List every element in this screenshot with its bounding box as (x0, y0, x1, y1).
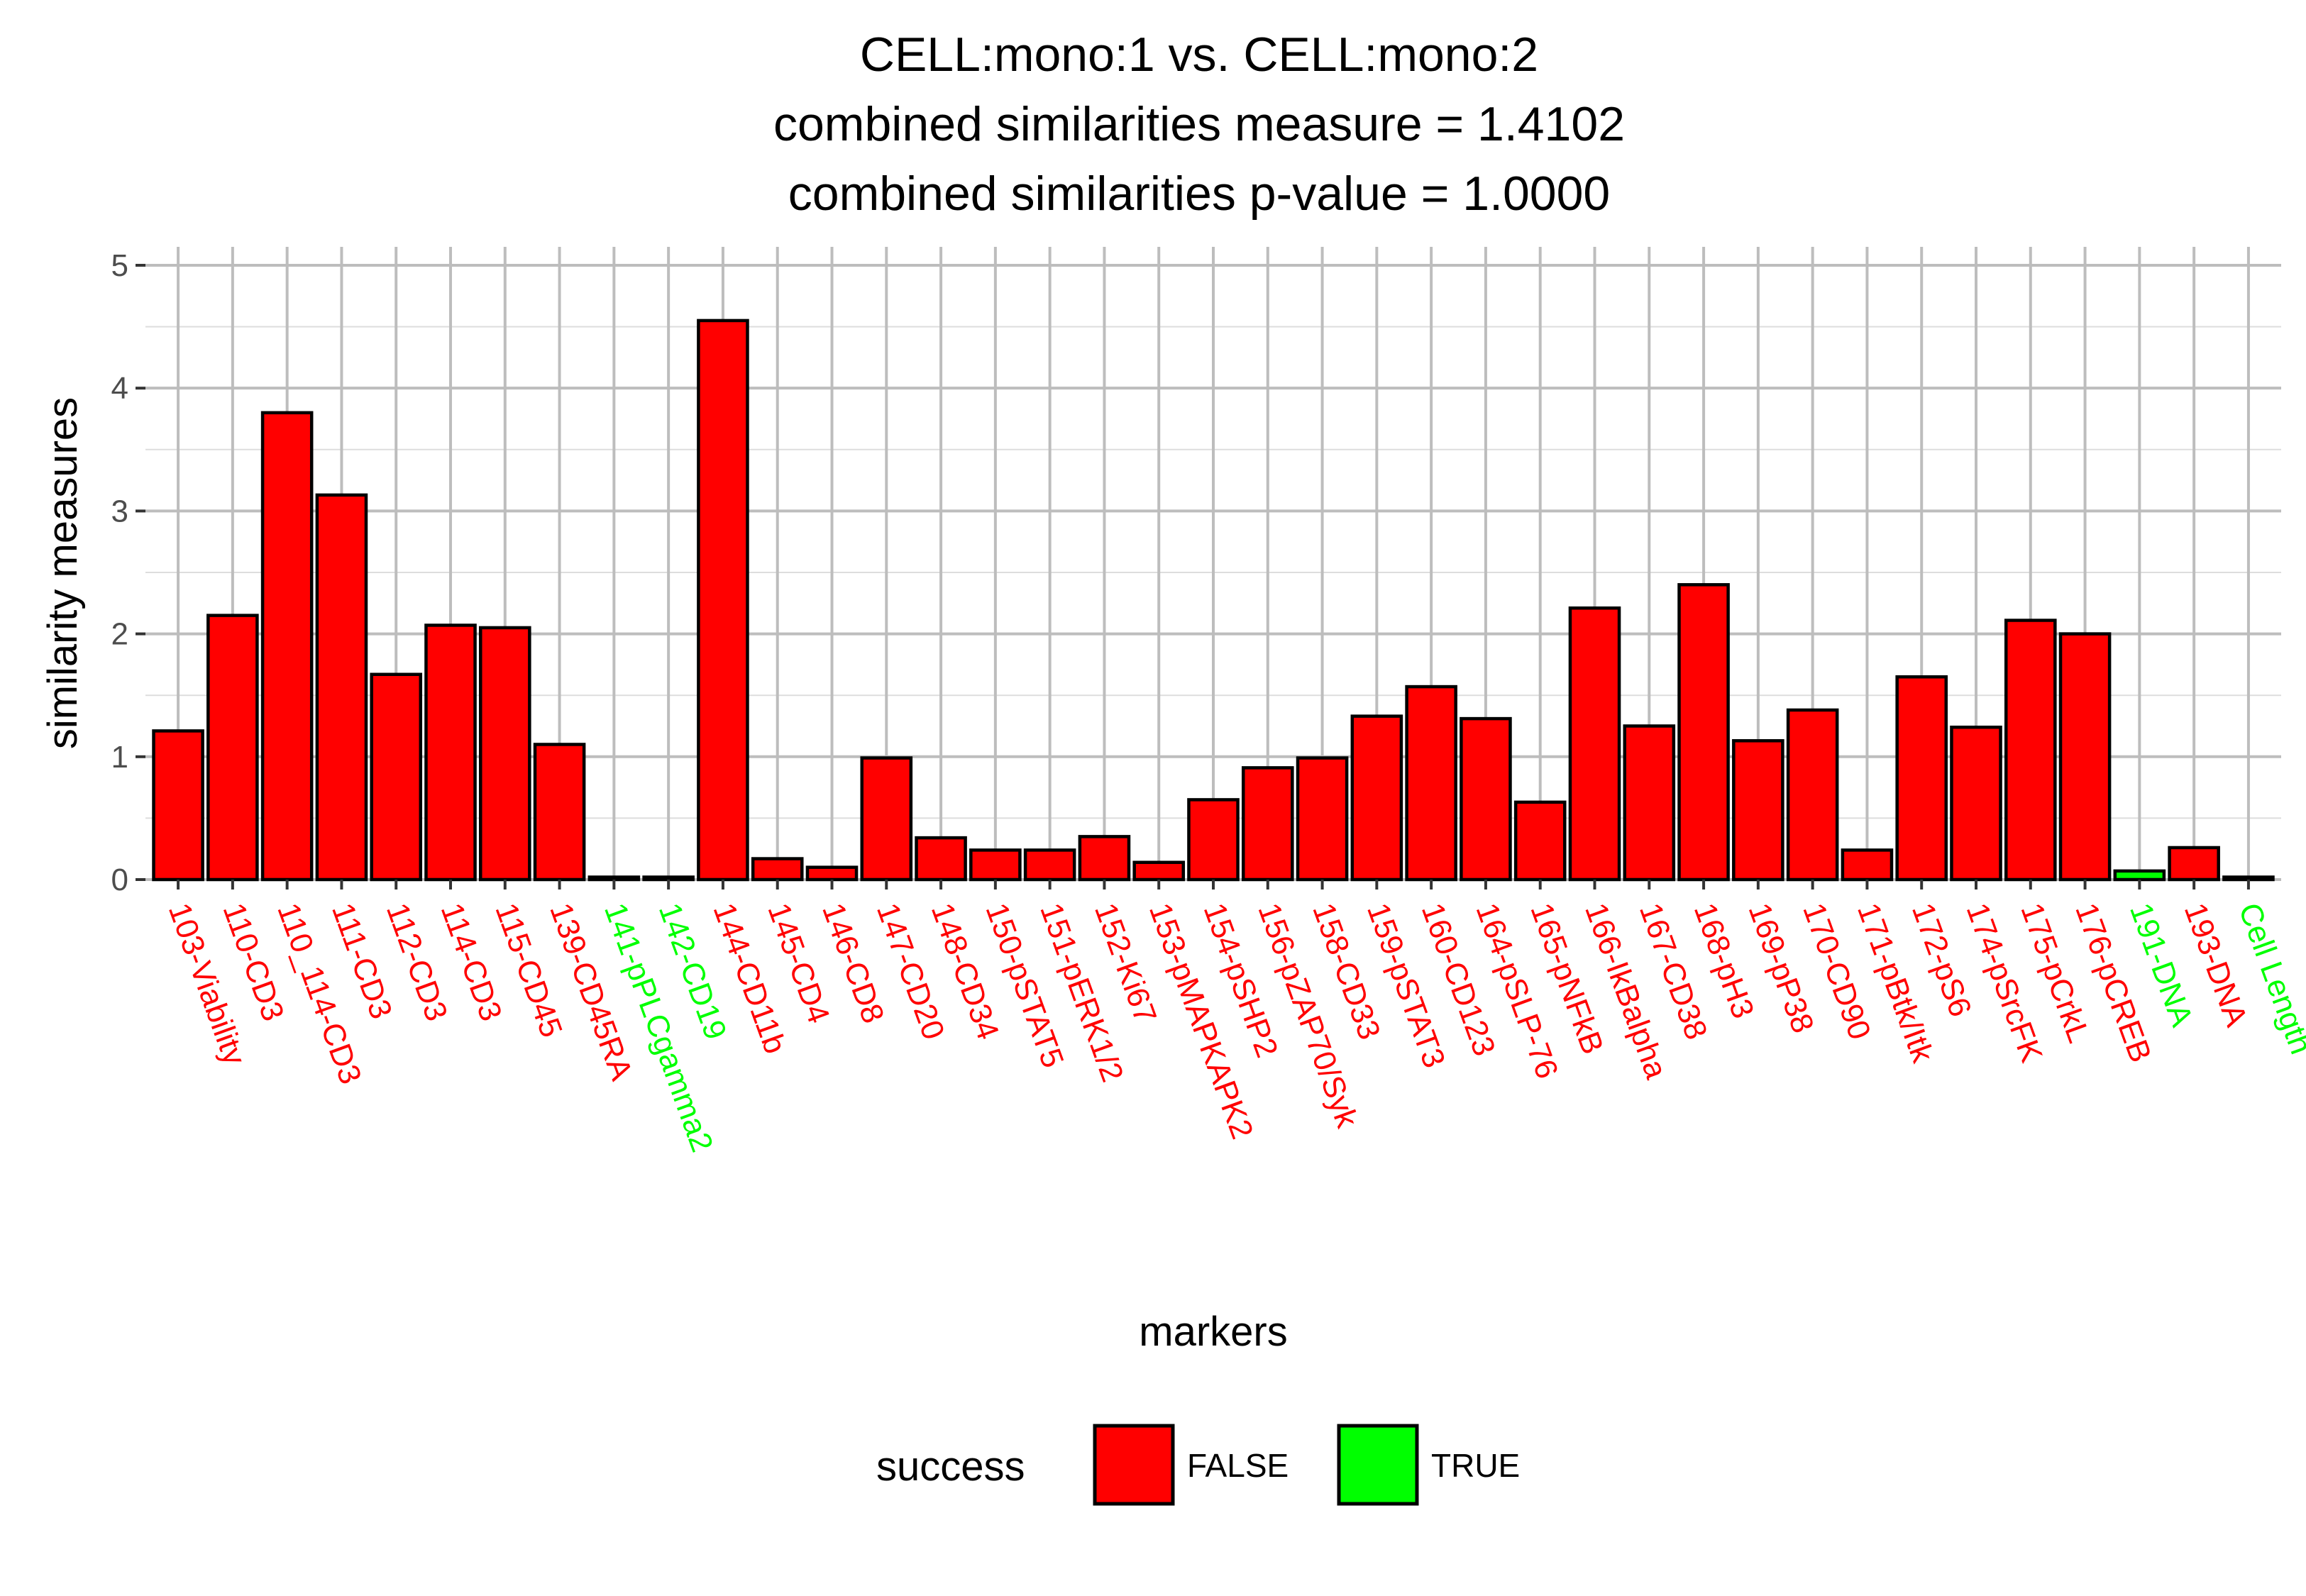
y-tick-label: 0 (111, 863, 128, 897)
bar-17 (1023, 848, 1076, 882)
bar-26 (1513, 800, 1567, 882)
y-axis-title: similarity measures (40, 397, 86, 749)
bar-7 (478, 626, 531, 882)
bar-3 (260, 411, 314, 882)
chart-title: CELL:mono:1 vs. CELL:mono:2 combined sim… (773, 28, 1625, 221)
bar-28 (1623, 724, 1676, 882)
bar-22 (1296, 756, 1349, 882)
bar-24 (1405, 685, 1457, 882)
bar-21 (1241, 766, 1294, 882)
y-tick-label: 1 (111, 740, 128, 775)
bar-8 (533, 743, 586, 882)
chart-title-line-1: CELL:mono:1 vs. CELL:mono:2 (860, 28, 1538, 82)
bar-12 (751, 857, 804, 882)
bar-10 (642, 875, 695, 882)
bar-34 (1950, 725, 2002, 882)
bar-25 (1460, 716, 1512, 882)
legend-key-false (1093, 1424, 1175, 1506)
y-tick-label: 2 (111, 617, 128, 652)
bar-15 (915, 836, 967, 882)
bar-39 (2222, 875, 2275, 882)
bar-5 (370, 672, 423, 882)
chart-title-line-2: combined similarities measure = 1.4102 (773, 97, 1625, 151)
bar-6 (424, 624, 477, 882)
bar-series (152, 318, 2275, 882)
legend-label-false: FALSE (1187, 1447, 1289, 1484)
bar-31 (1786, 708, 1839, 882)
bar-32 (1841, 848, 1894, 882)
bar-16 (969, 848, 1022, 882)
bar-14 (860, 756, 913, 882)
bar-11 (697, 318, 749, 882)
legend-title: success (876, 1443, 1025, 1490)
y-tick-label: 5 (111, 248, 128, 283)
bar-29 (1677, 583, 1730, 882)
y-tick-label: 3 (111, 494, 128, 528)
legend-label-true: TRUE (1431, 1447, 1520, 1484)
bar-27 (1568, 606, 1621, 882)
y-tick-label: 4 (111, 371, 128, 406)
bar-1 (152, 729, 204, 882)
bar-18 (1078, 835, 1131, 882)
bar-23 (1350, 714, 1403, 882)
bar-19 (1132, 860, 1186, 882)
x-axis-title: markers (1139, 1309, 1287, 1355)
bar-35 (2004, 619, 2057, 882)
bar-13 (805, 865, 859, 882)
bar-33 (1895, 675, 1948, 882)
legend: success FALSE TRUE (876, 1424, 1520, 1506)
bar-9 (587, 875, 641, 882)
bar-4 (315, 493, 368, 882)
bar-36 (2058, 632, 2112, 882)
bar-38 (2168, 846, 2220, 882)
x-tick-label: Cell Length (2232, 899, 2306, 1059)
chart-title-line-3: combined similarities p-value = 1.0000 (788, 167, 1611, 221)
bar-30 (1732, 739, 1784, 882)
y-axis: 0 1 2 3 4 5 (111, 248, 145, 897)
x-axis: 103-Viability110-CD3110_114-CD3111-CD311… (162, 880, 2306, 1156)
legend-key-true (1337, 1424, 1419, 1506)
bar-37 (2113, 869, 2166, 882)
bar-20 (1187, 798, 1240, 882)
bar-2 (206, 614, 259, 882)
